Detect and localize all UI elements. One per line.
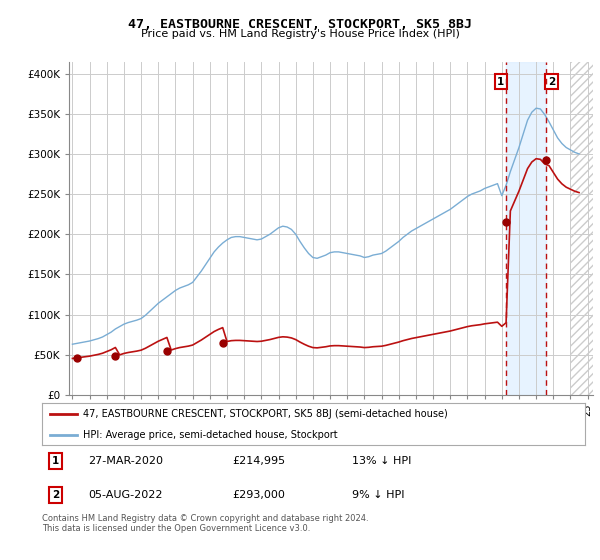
Text: 9% ↓ HPI: 9% ↓ HPI [352, 489, 404, 500]
Text: 2: 2 [52, 489, 59, 500]
Text: £293,000: £293,000 [232, 489, 285, 500]
Text: 13% ↓ HPI: 13% ↓ HPI [352, 456, 411, 466]
Text: Price paid vs. HM Land Registry's House Price Index (HPI): Price paid vs. HM Land Registry's House … [140, 29, 460, 39]
Bar [571, 62, 593, 395]
Bar [571, 62, 593, 395]
Text: £214,995: £214,995 [232, 456, 285, 466]
Text: 2: 2 [548, 77, 555, 87]
Text: 1: 1 [52, 456, 59, 466]
Text: 47, EASTBOURNE CRESCENT, STOCKPORT, SK5 8BJ (semi-detached house): 47, EASTBOURNE CRESCENT, STOCKPORT, SK5 … [83, 409, 448, 419]
Text: Contains HM Land Registry data © Crown copyright and database right 2024.
This d: Contains HM Land Registry data © Crown c… [42, 514, 368, 533]
Text: 47, EASTBOURNE CRESCENT, STOCKPORT, SK5 8BJ: 47, EASTBOURNE CRESCENT, STOCKPORT, SK5 … [128, 18, 472, 31]
Bar [506, 62, 547, 395]
Text: 05-AUG-2022: 05-AUG-2022 [88, 489, 163, 500]
Text: HPI: Average price, semi-detached house, Stockport: HPI: Average price, semi-detached house,… [83, 430, 337, 440]
Text: 27-MAR-2020: 27-MAR-2020 [88, 456, 163, 466]
Text: 1: 1 [497, 77, 505, 87]
